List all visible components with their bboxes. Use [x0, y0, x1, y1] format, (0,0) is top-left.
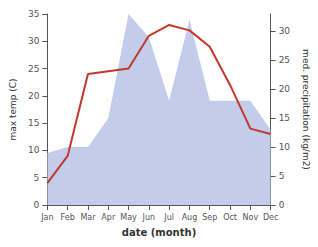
svg-text:30: 30 [28, 36, 40, 46]
svg-text:20: 20 [28, 91, 40, 101]
svg-text:10: 10 [28, 145, 40, 155]
svg-text:med. precipitation (kg/m2): med. precipitation (kg/m2) [301, 49, 311, 170]
svg-text:Oct: Oct [223, 213, 237, 222]
svg-text:35: 35 [28, 9, 39, 19]
svg-text:date (month): date (month) [122, 227, 196, 238]
svg-text:15: 15 [279, 113, 290, 123]
svg-text:15: 15 [28, 118, 39, 128]
svg-text:Jan: Jan [40, 213, 53, 222]
svg-text:5: 5 [34, 173, 40, 183]
svg-text:Jul: Jul [163, 213, 174, 222]
svg-text:Mar: Mar [80, 213, 96, 222]
svg-text:20: 20 [279, 84, 291, 94]
svg-text:Dec: Dec [263, 213, 278, 222]
svg-text:Sep: Sep [202, 213, 217, 222]
svg-text:0: 0 [279, 200, 285, 210]
svg-text:Apr: Apr [101, 213, 116, 222]
svg-text:Aug: Aug [182, 213, 198, 222]
svg-text:25: 25 [279, 55, 290, 65]
svg-text:0: 0 [34, 200, 40, 210]
svg-text:Nov: Nov [243, 213, 259, 222]
svg-text:10: 10 [279, 142, 291, 152]
svg-text:25: 25 [28, 64, 39, 74]
svg-text:Feb: Feb [61, 213, 75, 222]
svg-text:May: May [120, 213, 137, 222]
svg-text:30: 30 [279, 26, 291, 36]
svg-text:max temp (C): max temp (C) [8, 78, 18, 140]
svg-text:5: 5 [279, 171, 285, 181]
svg-text:Jun: Jun [142, 213, 156, 222]
